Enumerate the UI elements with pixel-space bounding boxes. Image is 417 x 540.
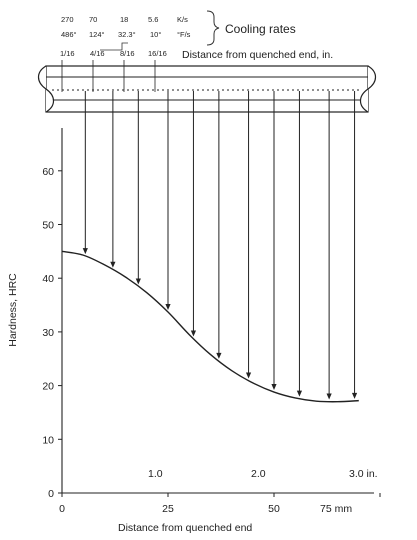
distance-fraction-2: 4/16: [90, 49, 105, 58]
bar-far-end-break: [359, 65, 377, 113]
x-tick-label: 0: [59, 503, 65, 515]
hardness-arrow-7: [245, 91, 252, 379]
hardness-plot: 0 10 20 30 40 50 60 0 25 50 1.0 2.0 3.0 in. 75 m…: [7, 91, 381, 534]
x-unit-mm: 75 mm: [320, 503, 352, 515]
cooling-rate-fs-row: 486° 124° 32.3° 10° °F/s: [61, 30, 191, 39]
hardness-arrow-1: [82, 91, 88, 255]
rate-fs-3: 32.3°: [118, 30, 136, 39]
y-tick-group: 0 10 20 30 40 50 60: [42, 166, 62, 500]
rate-ks-1: 270: [61, 15, 74, 24]
measurement-arrows: [82, 91, 358, 400]
rate-fs-unit: °F/s: [177, 30, 191, 39]
y-tick-label: 30: [42, 327, 54, 339]
x-tick-group: 0 25 50: [59, 493, 381, 515]
y-tick-label: 0: [48, 488, 54, 500]
cooling-rate-header: 270 70 18 5.6 K/s 486° 124° 32.3° 10° °F…: [60, 10, 333, 61]
hardness-arrow-6: [216, 91, 222, 359]
x-axis-label: Distance from quenched end: [118, 522, 252, 534]
x-tick-label: 25: [162, 503, 174, 515]
hardness-arrow-8: [271, 91, 277, 391]
rate-ks-2: 70: [89, 15, 97, 24]
bar-quenched-end-break: [37, 65, 55, 113]
rate-ks-3: 18: [120, 15, 128, 24]
distance-fraction-1: 1/16: [60, 49, 75, 58]
x-tick-in-1: 1.0: [148, 468, 163, 480]
hardness-arrow-11: [351, 91, 358, 399]
hardness-arrow-5: [190, 91, 197, 337]
x-tick-in-2: 2.0: [251, 468, 266, 480]
hardness-arrow-4: [165, 91, 171, 311]
rate-fs-4: 10°: [150, 30, 161, 39]
rate-fs-1: 486°: [61, 30, 77, 39]
hardness-arrow-3: [135, 91, 141, 285]
rate-ks-4: 5.6: [148, 15, 158, 24]
y-tick-label: 10: [42, 434, 54, 446]
cooling-rates-brace-icon: [206, 10, 220, 46]
y-axis-label: Hardness, HRC: [7, 273, 19, 347]
y-tick-label: 60: [42, 166, 54, 178]
jominy-bar: [37, 60, 377, 113]
distance-leader-line: [100, 42, 128, 51]
distance-fraction-4: 16/16: [148, 49, 167, 58]
rate-ks-unit: K/s: [177, 15, 188, 24]
distance-fraction-3: 8/16: [120, 49, 135, 58]
hardness-arrow-9: [296, 91, 303, 397]
y-tick-label: 40: [42, 273, 54, 285]
hardness-arrow-10: [326, 91, 332, 400]
hardness-curve: [61, 250, 359, 403]
y-tick-label: 20: [42, 381, 54, 393]
y-tick-label: 50: [42, 220, 54, 232]
x-tick-label: 50: [268, 503, 280, 515]
distance-fraction-row: 1/16 4/16 8/16 16/16: [60, 49, 167, 58]
hardness-arrow-2: [110, 91, 116, 268]
x-unit-in: 3.0 in.: [349, 468, 378, 480]
cooling-rates-label: Cooling rates: [225, 22, 296, 36]
cooling-rate-ks-row: 270 70 18 5.6 K/s: [61, 15, 188, 24]
rate-fs-2: 124°: [89, 30, 105, 39]
distance-bar-label: Distance from quenched end, in.: [182, 49, 333, 61]
